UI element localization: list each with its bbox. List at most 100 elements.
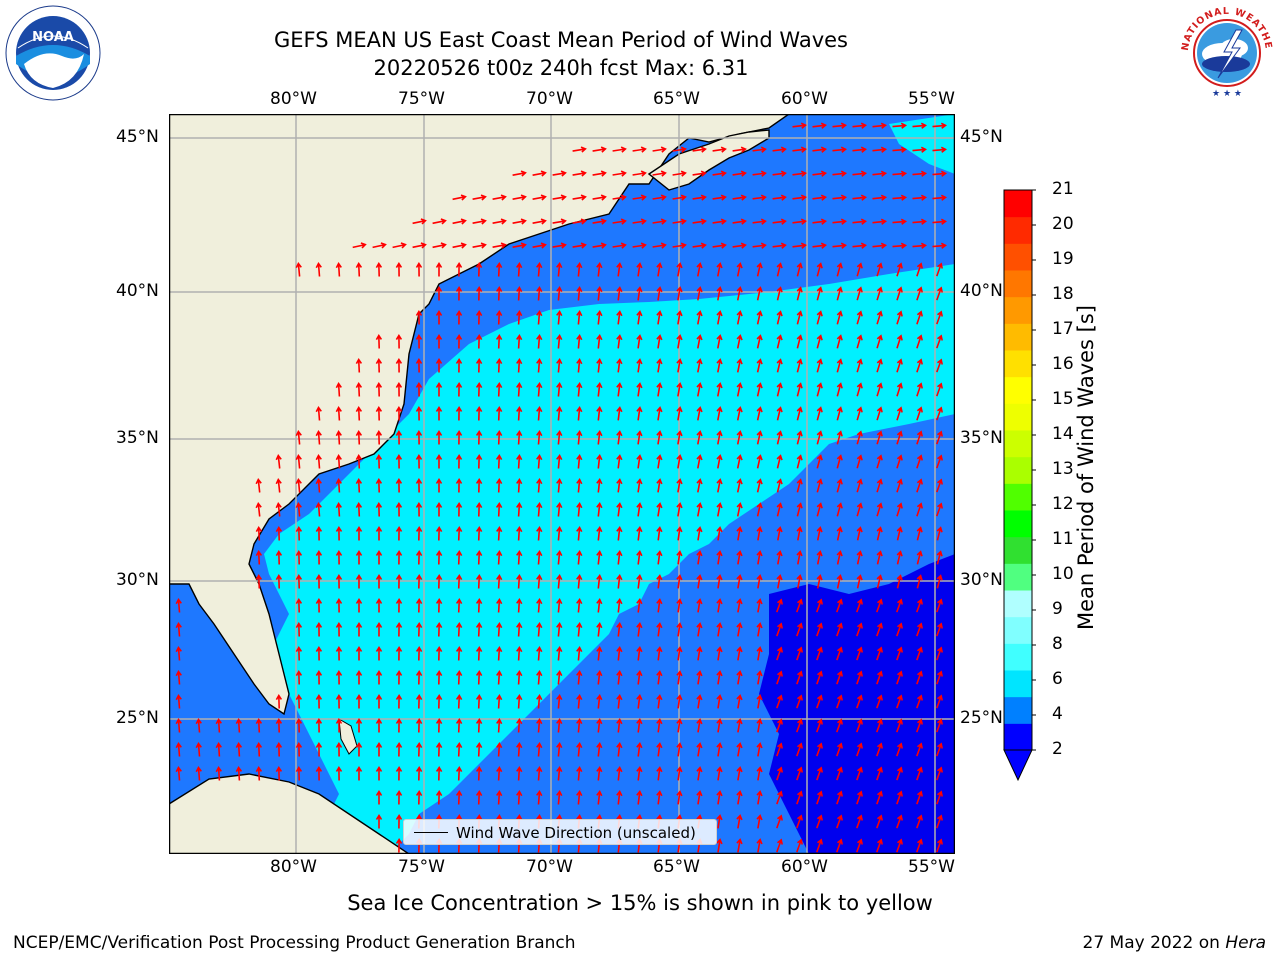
wave-arrow (596, 358, 603, 373)
wave-arrow (576, 357, 583, 373)
wave-arrow (916, 454, 923, 469)
wave-arrow (776, 814, 783, 829)
wave-arrow (576, 285, 583, 301)
wave-arrow (455, 357, 463, 373)
wave-arrow (756, 502, 763, 517)
wave-arrow (355, 597, 363, 613)
wave-arrow (896, 430, 903, 445)
wave-arrow (716, 334, 723, 349)
wave-arrow (435, 477, 443, 493)
wave-arrow (435, 645, 443, 661)
wave-arrow (836, 670, 843, 685)
wave-arrow (375, 717, 383, 733)
wave-arrow (215, 765, 222, 781)
wave-arrow (776, 478, 783, 493)
wave-arrow (536, 789, 543, 805)
wave-arrow (455, 549, 463, 565)
wave-arrow (776, 430, 783, 445)
wave-arrow (776, 286, 783, 301)
wave-arrow (576, 597, 583, 613)
wave-arrow (756, 262, 763, 277)
wave-arrow (676, 622, 683, 637)
wave-arrow (355, 477, 363, 493)
wave-arrow (716, 718, 723, 733)
wave-arrow (435, 549, 443, 565)
wave-arrow (916, 670, 923, 685)
footer-date: 27 May 2022 on Hera (1083, 933, 1267, 953)
wave-arrow (836, 622, 843, 637)
wave-arrow (596, 597, 603, 613)
wave-arrow (736, 502, 743, 517)
wave-arrow (516, 477, 523, 493)
wave-arrow (355, 381, 363, 397)
wave-arrow (275, 693, 283, 709)
wave-arrow (516, 597, 523, 613)
wave-arrow (215, 741, 222, 757)
wave-arrow (736, 814, 743, 829)
wave-arrow (752, 242, 767, 249)
wave-arrow (516, 717, 523, 733)
cyan-north-patch (889, 114, 955, 174)
wave-arrow (716, 310, 723, 325)
wave-arrow (596, 334, 603, 349)
wave-arrow (836, 838, 843, 853)
wave-arrow (856, 406, 863, 421)
wave-arrow (435, 261, 443, 277)
wave-arrow (736, 598, 743, 613)
wave-arrow (395, 549, 403, 565)
wave-arrow (756, 406, 763, 421)
wave-arrow (896, 814, 903, 829)
wave-arrow (632, 218, 647, 225)
wave-arrow (455, 381, 463, 397)
wave-arrow (856, 622, 863, 637)
wave-arrow (375, 381, 383, 397)
wave-arrow (576, 429, 583, 445)
wave-arrow (536, 765, 543, 781)
wave-arrow (676, 262, 683, 277)
wave-arrow (315, 453, 322, 469)
wave-arrow (395, 501, 403, 517)
wave-arrow (696, 406, 703, 421)
wave-arrow (716, 382, 723, 397)
wave-arrow (536, 333, 543, 349)
wave-arrow (415, 717, 423, 733)
wave-arrow (536, 693, 543, 709)
wave-arrow (355, 717, 363, 733)
wave-arrow (796, 838, 803, 853)
wave-arrow (832, 242, 847, 249)
colorbar-tick-label: 21 (1052, 179, 1074, 199)
colorbar-segment (1004, 270, 1032, 298)
wave-arrow (475, 477, 483, 493)
wave-arrow (395, 621, 403, 637)
wave-arrow (596, 765, 603, 781)
wave-arrow (756, 814, 763, 829)
wave-arrow (896, 670, 903, 685)
lon-label-bottom-60w: 60°W (781, 857, 828, 877)
wave-arrow (556, 477, 563, 493)
wave-arrow (556, 549, 563, 565)
wave-arrow (375, 765, 383, 781)
wave-arrow (796, 502, 803, 517)
wave-arrow (876, 310, 883, 325)
wave-arrow (435, 693, 443, 709)
wave-arrow (892, 146, 908, 153)
wave-arrow (832, 146, 847, 153)
wave-arrow (696, 550, 703, 565)
wave-arrow (475, 285, 483, 301)
wave-arrow (335, 549, 343, 565)
wave-arrow (636, 430, 643, 445)
wave-arrow (516, 333, 523, 349)
colorbar-tick-label: 10 (1052, 564, 1074, 584)
wave-arrow (395, 741, 403, 757)
wave-arrow (652, 146, 667, 153)
colorbar-extend-triangle (1003, 749, 1033, 782)
wave-arrow (295, 501, 302, 517)
wave-arrow (255, 741, 263, 757)
wave-arrow (896, 406, 903, 421)
wave-arrow (532, 242, 547, 249)
wave-arrow (592, 194, 607, 201)
wave-arrow (856, 382, 863, 397)
wave-arrow (816, 670, 823, 685)
wave-arrow (656, 694, 663, 709)
wave-arrow (676, 574, 683, 589)
